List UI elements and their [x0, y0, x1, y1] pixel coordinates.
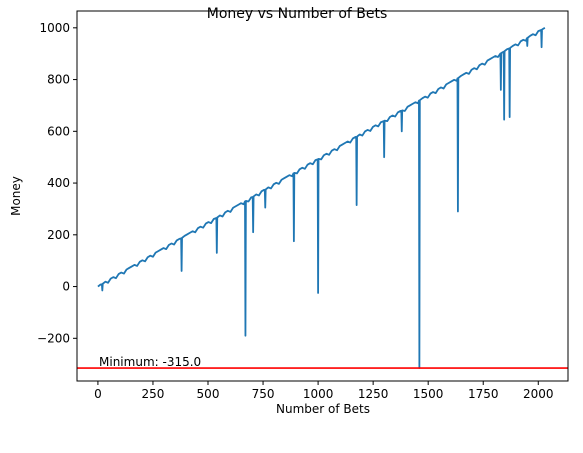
series-layer [97, 27, 546, 369]
y-tick-label: 200 [47, 228, 70, 242]
x-tick-label: 1500 [413, 387, 444, 401]
money-series-line [97, 27, 546, 369]
plot-area: Minimum: -315.0 [77, 27, 568, 369]
y-tick-label: 0 [62, 280, 70, 294]
y-axis-label: Money [9, 176, 23, 216]
x-tick-label: 500 [197, 387, 220, 401]
x-tick-label: 250 [142, 387, 165, 401]
x-tick-label: 2000 [523, 387, 554, 401]
plot-frame [76, 10, 569, 382]
x-tick-label: 1750 [468, 387, 499, 401]
x-tick-label: 1000 [303, 387, 334, 401]
y-tick-label: 400 [47, 176, 70, 190]
y-tick-label: 800 [47, 73, 70, 87]
y-tick-label: 600 [47, 124, 70, 138]
x-tick-label: 750 [252, 387, 275, 401]
x-axis-label: Number of Bets [276, 402, 370, 416]
y-tick-label: 1000 [39, 21, 70, 35]
chart-title: Money vs Number of Bets [207, 6, 388, 22]
x-tick-label: 1250 [358, 387, 389, 401]
y-tick-label: −200 [37, 331, 70, 345]
minimum-annotation: Minimum: -315.0 [99, 355, 201, 369]
y-axis: −200 0 200 400 600 800 1000 [37, 21, 77, 345]
x-tick-label: 0 [94, 387, 102, 401]
x-axis: 0 250 500 750 1000 1250 1500 1750 2000 [94, 381, 554, 401]
